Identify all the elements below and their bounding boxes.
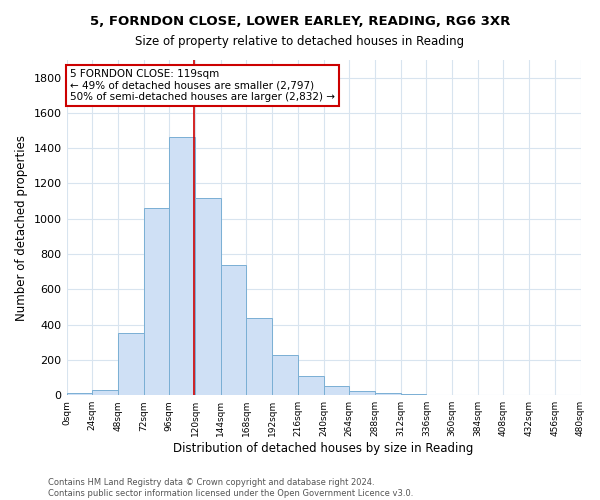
Bar bbox=[272, 355, 298, 395]
Bar bbox=[169, 136, 195, 395]
Bar bbox=[67, 392, 92, 395]
Bar bbox=[298, 376, 323, 395]
X-axis label: Distribution of detached houses by size in Reading: Distribution of detached houses by size … bbox=[173, 442, 474, 455]
Bar bbox=[143, 208, 169, 395]
Bar bbox=[349, 391, 375, 395]
Bar bbox=[375, 392, 401, 395]
Bar bbox=[427, 394, 452, 395]
Bar bbox=[118, 332, 143, 395]
Bar bbox=[195, 198, 221, 395]
Bar bbox=[247, 318, 272, 395]
Y-axis label: Number of detached properties: Number of detached properties bbox=[15, 134, 28, 320]
Text: 5 FORNDON CLOSE: 119sqm
← 49% of detached houses are smaller (2,797)
50% of semi: 5 FORNDON CLOSE: 119sqm ← 49% of detache… bbox=[70, 69, 335, 102]
Text: 5, FORNDON CLOSE, LOWER EARLEY, READING, RG6 3XR: 5, FORNDON CLOSE, LOWER EARLEY, READING,… bbox=[90, 15, 510, 28]
Bar bbox=[323, 386, 349, 395]
Text: Size of property relative to detached houses in Reading: Size of property relative to detached ho… bbox=[136, 35, 464, 48]
Bar bbox=[92, 390, 118, 395]
Bar bbox=[401, 394, 427, 395]
Bar bbox=[221, 264, 247, 395]
Text: Contains HM Land Registry data © Crown copyright and database right 2024.
Contai: Contains HM Land Registry data © Crown c… bbox=[48, 478, 413, 498]
